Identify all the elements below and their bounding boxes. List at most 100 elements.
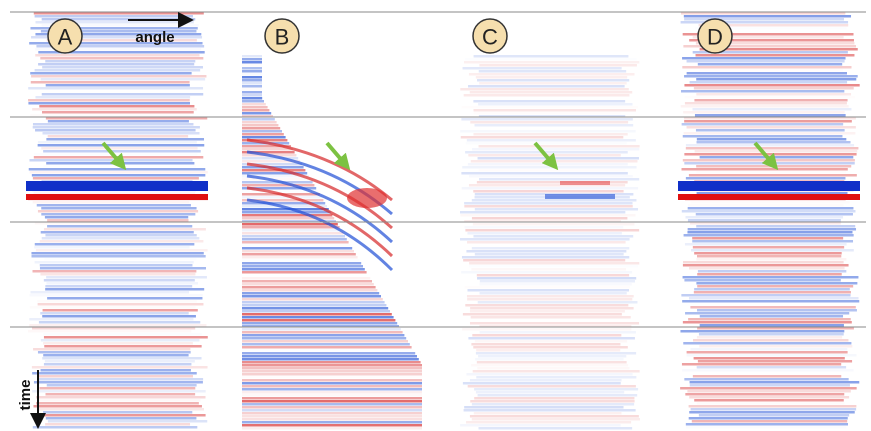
stripe [242, 175, 309, 178]
stripe [478, 70, 627, 73]
stripe [686, 72, 847, 75]
stripe [242, 295, 381, 298]
stripe [242, 214, 333, 217]
stripe [475, 391, 625, 394]
stripe [467, 385, 636, 388]
stripe [242, 370, 422, 373]
stripe [42, 66, 203, 69]
stripe [32, 123, 194, 126]
stripe [31, 252, 204, 255]
stripe [469, 310, 625, 313]
stripe [242, 229, 342, 232]
stripe [242, 421, 422, 424]
stripe [479, 292, 627, 295]
stripe [42, 315, 196, 318]
gather-panel: C [460, 18, 640, 430]
stripe [29, 159, 193, 162]
stripe [40, 57, 204, 60]
stripe [477, 79, 630, 82]
y-axis-label: time [17, 380, 34, 411]
stripe [32, 270, 197, 273]
stripe [41, 414, 206, 417]
stripe [46, 138, 205, 141]
stripe [478, 103, 633, 106]
stripe [44, 345, 202, 348]
stripe [688, 204, 843, 207]
stripe [689, 396, 850, 399]
stripe [44, 360, 195, 363]
stripe [45, 288, 205, 291]
stripe [698, 414, 850, 417]
stripe [242, 124, 279, 127]
stripe [693, 339, 849, 342]
stripe [36, 408, 205, 411]
stripe [242, 151, 295, 154]
stripe [474, 388, 639, 391]
stripe [687, 228, 857, 231]
stripe [682, 276, 859, 279]
stripe [37, 300, 196, 303]
stripe [41, 18, 196, 21]
stripe [477, 157, 639, 160]
stripe [696, 225, 856, 228]
stripe [685, 96, 855, 99]
stripe [700, 69, 843, 72]
stripe [39, 105, 195, 108]
stripe [465, 58, 637, 61]
stripe [469, 265, 638, 268]
strong-red [26, 194, 208, 200]
stripe [242, 70, 262, 73]
stripe [473, 100, 626, 103]
gather-panel: B [242, 18, 422, 430]
stripe [687, 207, 854, 210]
stripe [30, 291, 190, 294]
stripe [697, 402, 845, 405]
stripe [45, 423, 191, 426]
stripe [688, 405, 857, 408]
stripe [474, 397, 635, 400]
stripe [682, 369, 853, 372]
stripe [475, 76, 628, 79]
stripe [478, 355, 627, 358]
stripe [42, 309, 198, 312]
stripe [45, 234, 197, 237]
stripe [683, 45, 857, 48]
stripe [690, 222, 841, 225]
stripe [684, 279, 841, 282]
stripe [684, 117, 856, 120]
stripe [242, 397, 422, 400]
stripe [474, 340, 628, 343]
gather-panel: A [26, 12, 208, 429]
stripe [467, 289, 630, 292]
stripe [471, 217, 628, 220]
stripe [461, 256, 630, 259]
stripe [694, 99, 848, 102]
stripe [467, 163, 628, 166]
stripe [682, 57, 846, 60]
stripe [469, 379, 622, 382]
stripe [464, 220, 621, 223]
stripe [28, 168, 206, 171]
stripe [28, 330, 191, 333]
stripe [471, 403, 635, 406]
stripe [692, 36, 844, 39]
stripe [681, 90, 845, 93]
stripe [473, 412, 622, 415]
stripe [687, 390, 851, 393]
stripe [41, 93, 204, 96]
stripe [684, 120, 852, 123]
stripe [684, 75, 858, 78]
stripe [242, 157, 299, 160]
stripe [470, 400, 635, 403]
stripe [242, 403, 422, 406]
stripe [476, 376, 637, 379]
stripe [478, 145, 640, 148]
stripe [242, 247, 353, 250]
stripe [45, 117, 208, 120]
stripe [464, 61, 640, 64]
stripe [242, 271, 367, 274]
stripe [242, 256, 358, 259]
stripe [686, 126, 856, 129]
stripe [467, 232, 622, 235]
